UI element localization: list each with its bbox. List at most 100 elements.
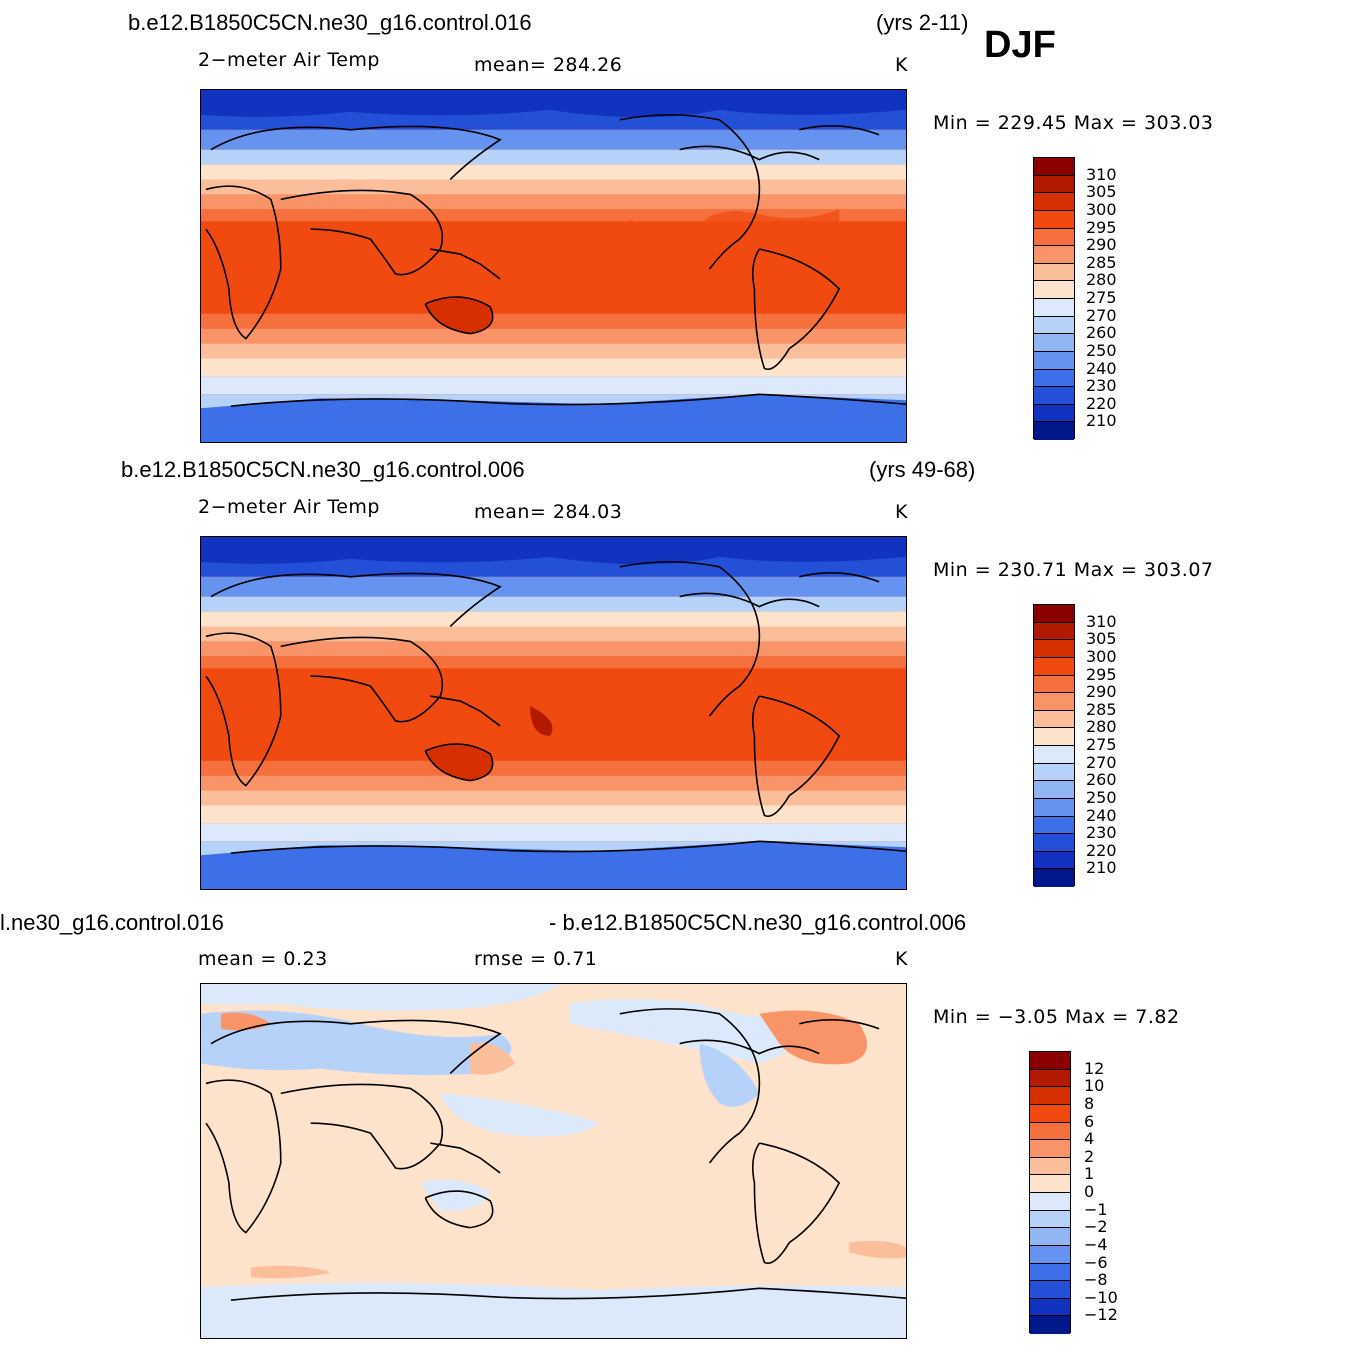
colorbar-label: 310 xyxy=(1086,611,1117,631)
panel-3-colorbar xyxy=(1029,1051,1071,1334)
panel-1-variable: 2−meter Air Temp xyxy=(198,49,380,71)
colorbar-swatch xyxy=(1030,1298,1070,1317)
colorbar-label: −10 xyxy=(1084,1287,1118,1307)
colorbar-swatch xyxy=(1030,1087,1070,1105)
panel-1-mean: mean= 284.26 xyxy=(474,54,623,76)
colorbar-label: 300 xyxy=(1086,646,1117,666)
panel-1-units: K xyxy=(895,54,908,76)
colorbar-label: 240 xyxy=(1086,358,1117,378)
colorbar-swatch xyxy=(1034,351,1074,370)
colorbar-label: 260 xyxy=(1086,323,1117,343)
colorbar-swatch xyxy=(1034,816,1074,835)
colorbar-swatch xyxy=(1034,281,1074,299)
colorbar-swatch xyxy=(1034,640,1074,658)
colorbar-label: 280 xyxy=(1086,270,1117,290)
colorbar-label: 2 xyxy=(1084,1146,1095,1166)
colorbar-label: 210 xyxy=(1086,858,1117,878)
colorbar-label: 270 xyxy=(1086,305,1117,325)
colorbar-swatch xyxy=(1034,746,1074,764)
colorbar-swatch xyxy=(1034,175,1074,194)
panel-2-case-title: b.e12.B1850C5CN.ne30_g16.control.006 xyxy=(121,457,525,482)
colorbar-label: 8 xyxy=(1084,1093,1095,1113)
colorbar-swatch xyxy=(1034,798,1074,817)
colorbar-label: 280 xyxy=(1086,717,1117,737)
colorbar-swatch xyxy=(1034,299,1074,317)
colorbar-swatch xyxy=(1030,1122,1070,1141)
colorbar-swatch xyxy=(1034,193,1074,211)
panel-2-variable: 2−meter Air Temp xyxy=(198,496,380,518)
panel-3-units: K xyxy=(895,948,908,970)
colorbar-label: −8 xyxy=(1084,1270,1108,1290)
panel-3-rmse: rmse = 0.71 xyxy=(474,948,598,970)
panel-2-years: (yrs 49-68) xyxy=(869,457,976,482)
colorbar-label: 275 xyxy=(1086,735,1117,754)
colorbar-label: 12 xyxy=(1084,1058,1105,1078)
colorbar-swatch xyxy=(1030,1316,1070,1334)
colorbar-label: 4 xyxy=(1084,1129,1095,1149)
colorbar-swatch xyxy=(1034,657,1074,676)
colorbar-label: 240 xyxy=(1086,805,1117,825)
colorbar-swatch xyxy=(1030,1157,1070,1176)
colorbar-swatch xyxy=(1034,605,1074,623)
colorbar-swatch xyxy=(1030,1175,1070,1193)
colorbar-label: 290 xyxy=(1086,682,1117,702)
colorbar-label: 210 xyxy=(1086,411,1117,431)
colorbar-swatch xyxy=(1034,158,1074,176)
colorbar-swatch xyxy=(1034,869,1074,887)
panel-3-minmax: Min = −3.05 Max = 7.82 xyxy=(933,1006,1180,1028)
panel-3-mean: mean = 0.23 xyxy=(198,948,328,970)
colorbar-swatch xyxy=(1034,246,1074,264)
panel-2-units: K xyxy=(895,501,908,523)
colorbar-swatch xyxy=(1030,1228,1070,1246)
colorbar-label: 230 xyxy=(1086,823,1117,843)
colorbar-label: 220 xyxy=(1086,393,1117,413)
panel-1-minmax: Min = 229.45 Max = 303.03 xyxy=(933,112,1214,134)
colorbar-swatch xyxy=(1034,710,1074,729)
colorbar-swatch xyxy=(1030,1140,1070,1158)
panel-3-case2-title: - b.e12.B1850C5CN.ne30_g16.control.006 xyxy=(549,910,967,935)
colorbar-label: 305 xyxy=(1086,182,1117,202)
colorbar-label: 230 xyxy=(1086,376,1117,396)
panel-3-map xyxy=(200,983,907,1339)
colorbar-swatch xyxy=(1034,781,1074,799)
colorbar-label: 300 xyxy=(1086,199,1117,219)
colorbar-label: 220 xyxy=(1086,840,1117,860)
panel-1-map xyxy=(200,89,907,443)
panel-2-map xyxy=(200,536,907,890)
colorbar-swatch xyxy=(1034,316,1074,335)
colorbar-swatch xyxy=(1034,622,1074,641)
colorbar-label: 250 xyxy=(1086,787,1117,807)
colorbar-swatch xyxy=(1034,404,1074,423)
colorbar-swatch xyxy=(1034,334,1074,352)
colorbar-label: −2 xyxy=(1084,1217,1108,1237)
colorbar-swatch xyxy=(1030,1104,1070,1123)
panel-1-colorbar xyxy=(1033,157,1075,440)
colorbar-swatch xyxy=(1030,1193,1070,1211)
colorbar-label: 290 xyxy=(1086,235,1117,255)
panel-2-colorbar xyxy=(1033,604,1075,887)
colorbar-swatch xyxy=(1034,369,1074,388)
colorbar-swatch xyxy=(1034,675,1074,694)
colorbar-swatch xyxy=(1034,834,1074,852)
colorbar-swatch xyxy=(1030,1281,1070,1299)
colorbar-swatch xyxy=(1030,1069,1070,1088)
colorbar-swatch xyxy=(1034,763,1074,782)
colorbar-label: 250 xyxy=(1086,340,1117,360)
colorbar-label: 285 xyxy=(1086,699,1117,719)
colorbar-label: 6 xyxy=(1084,1111,1095,1131)
colorbar-label: −4 xyxy=(1084,1234,1108,1254)
season-label: DJF xyxy=(984,24,1056,66)
panel-2-mean: mean= 284.03 xyxy=(474,501,623,523)
colorbar-swatch xyxy=(1034,422,1074,440)
colorbar-swatch xyxy=(1034,851,1074,870)
colorbar-label: −6 xyxy=(1084,1252,1108,1272)
colorbar-label: −1 xyxy=(1084,1199,1108,1219)
panel-2-minmax: Min = 230.71 Max = 303.07 xyxy=(933,559,1214,581)
colorbar-label: −12 xyxy=(1084,1305,1118,1325)
colorbar-swatch xyxy=(1030,1210,1070,1229)
colorbar-label: 305 xyxy=(1086,629,1117,649)
colorbar-label: 295 xyxy=(1086,664,1117,684)
colorbar-label: 10 xyxy=(1084,1076,1105,1096)
colorbar-swatch xyxy=(1034,210,1074,229)
colorbar-swatch xyxy=(1034,228,1074,247)
